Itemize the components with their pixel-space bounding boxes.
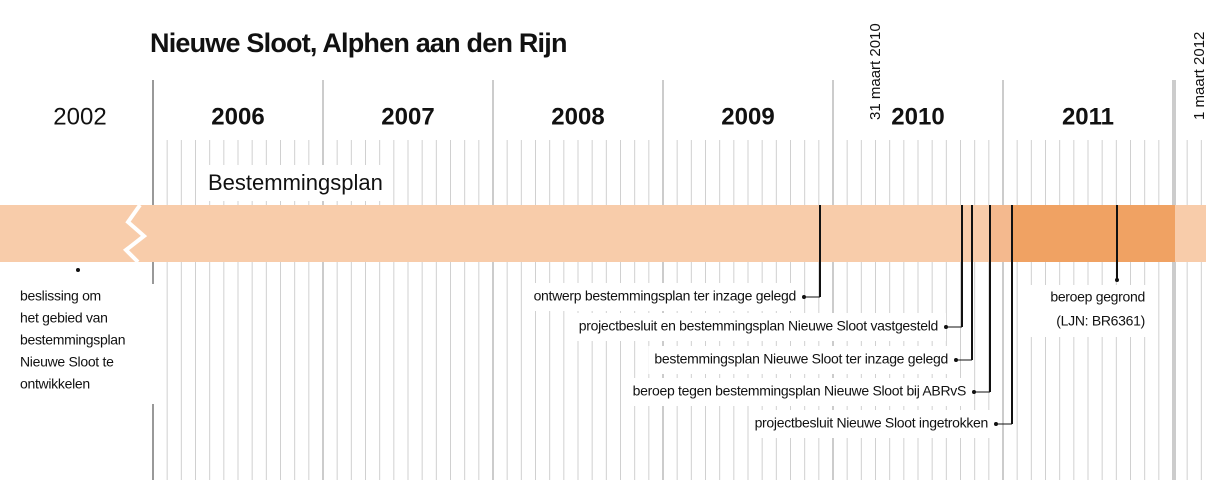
label-bg (626, 378, 974, 406)
years: 2002 2006 2007 2008 2009 2010 2011 (53, 103, 1114, 130)
year-label: 2008 (551, 103, 604, 130)
event-dot (76, 268, 80, 272)
year-label: 2007 (381, 103, 434, 130)
event-dot (972, 390, 976, 394)
event-text: projectbesluit en bestemmingsplan Nieuwe… (579, 318, 938, 334)
label-bg (748, 410, 996, 438)
year-label: 2002 (53, 103, 106, 130)
event-text: beroep gegrond (1050, 289, 1145, 305)
event-dot (944, 325, 948, 329)
event-dot (802, 295, 806, 299)
event-text: beslissing om (20, 288, 101, 304)
date-marker: 1 maart 2012 (1191, 32, 1206, 120)
label-bg (527, 283, 804, 311)
year-label: 2011 (1062, 103, 1114, 130)
year-label: 2006 (211, 103, 264, 130)
event-text: projectbesluit Nieuwe Sloot ingetrokken (755, 415, 988, 431)
band-label: Bestemmingsplan (208, 170, 383, 195)
year-label: 2010 (891, 103, 944, 130)
event-text: ontwikkelen (20, 376, 90, 392)
time-break (122, 203, 148, 264)
title: Nieuwe Sloot, Alphen aan den Rijn (150, 28, 567, 58)
label-bg (1022, 285, 1148, 337)
label-bg (648, 346, 956, 374)
year-label: 2009 (721, 103, 774, 130)
label-bg (200, 165, 390, 201)
event-text: ontwerp bestemmingsplan ter inzage geleg… (534, 288, 796, 304)
label-bg (572, 313, 946, 341)
event-dot (1115, 278, 1119, 282)
event-text: (LJN: BR6361) (1056, 313, 1145, 329)
plan-band-mid (990, 205, 1013, 262)
event-text: bestemmingsplan Nieuwe Sloot ter inzage … (654, 351, 948, 367)
events: beslissing om het gebied van bestemmingspl… (12, 205, 1148, 438)
date-marker: 31 maart 2010 (867, 23, 884, 120)
event-text: het gebied van (20, 310, 108, 326)
event-dot (994, 422, 998, 426)
event-text: beroep tegen bestemmingsplan Nieuwe Sloo… (633, 383, 966, 399)
month-grid (152, 80, 1202, 480)
event-text: Nieuwe Sloot te (20, 354, 114, 370)
label-bg (12, 284, 162, 404)
event-dot (954, 358, 958, 362)
event-text: bestemmingsplan (20, 332, 125, 348)
plan-band-dark (1013, 205, 1175, 262)
